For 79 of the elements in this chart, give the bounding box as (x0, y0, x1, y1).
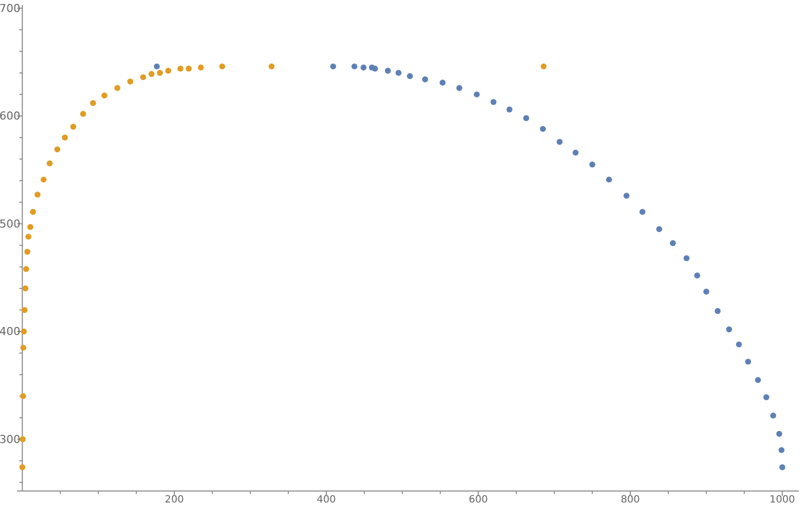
point (34, 192, 41, 198)
point (23, 266, 30, 272)
point (127, 78, 134, 84)
point (540, 63, 547, 70)
point (456, 84, 462, 91)
point (177, 66, 184, 72)
point (694, 272, 700, 278)
point (556, 138, 563, 145)
x-tick-label: 1000 (770, 494, 796, 506)
x-tick-label: 200 (164, 494, 184, 506)
point (24, 248, 30, 255)
point (406, 73, 413, 80)
point (703, 288, 710, 295)
point (198, 64, 204, 70)
point (19, 464, 26, 470)
point (639, 208, 646, 215)
y-tick-label: 500 (0, 217, 20, 230)
point (396, 70, 402, 76)
point (186, 66, 192, 72)
point (726, 326, 732, 332)
point (776, 430, 782, 437)
point (90, 100, 96, 106)
point (606, 176, 612, 183)
point (779, 464, 786, 470)
x-tick-label: 600 (468, 494, 488, 506)
y-tick-label: 300 (0, 432, 20, 446)
point (506, 106, 512, 113)
point (360, 64, 367, 70)
y-tick-label: 700 (0, 2, 20, 15)
point (219, 63, 226, 70)
point (25, 234, 32, 240)
point (763, 394, 770, 400)
point (754, 377, 761, 383)
point (422, 76, 428, 82)
point (523, 115, 530, 122)
point (20, 436, 26, 442)
point (714, 308, 721, 314)
point (101, 92, 108, 98)
point (540, 126, 546, 132)
point (656, 226, 662, 232)
point (474, 91, 480, 98)
point (156, 70, 163, 76)
point (624, 192, 630, 199)
point (440, 80, 446, 86)
point (268, 63, 275, 70)
x-tick-label: 800 (620, 494, 640, 506)
y-tick-label: 600 (0, 110, 20, 123)
point (20, 393, 26, 400)
point (384, 68, 391, 74)
point (490, 99, 496, 105)
point (70, 124, 76, 130)
point (27, 224, 34, 230)
point (165, 68, 172, 74)
point (745, 358, 752, 365)
point (670, 240, 676, 246)
point (572, 150, 579, 156)
point (114, 84, 120, 91)
point (22, 306, 28, 313)
point (770, 412, 776, 419)
point (20, 344, 26, 351)
point (20, 328, 27, 334)
point (330, 63, 336, 70)
point (62, 134, 68, 141)
point (80, 110, 86, 117)
point (589, 162, 596, 168)
point (778, 447, 785, 454)
point (46, 160, 53, 166)
x-tick-label: 400 (316, 494, 336, 506)
point (154, 63, 160, 70)
point (736, 341, 742, 348)
point (148, 70, 154, 77)
point (140, 74, 146, 80)
point (22, 285, 28, 292)
point (40, 176, 47, 183)
point (54, 146, 60, 152)
point (684, 255, 690, 262)
point (351, 63, 358, 70)
y-tick-label: 400 (0, 325, 20, 338)
point (30, 208, 36, 215)
